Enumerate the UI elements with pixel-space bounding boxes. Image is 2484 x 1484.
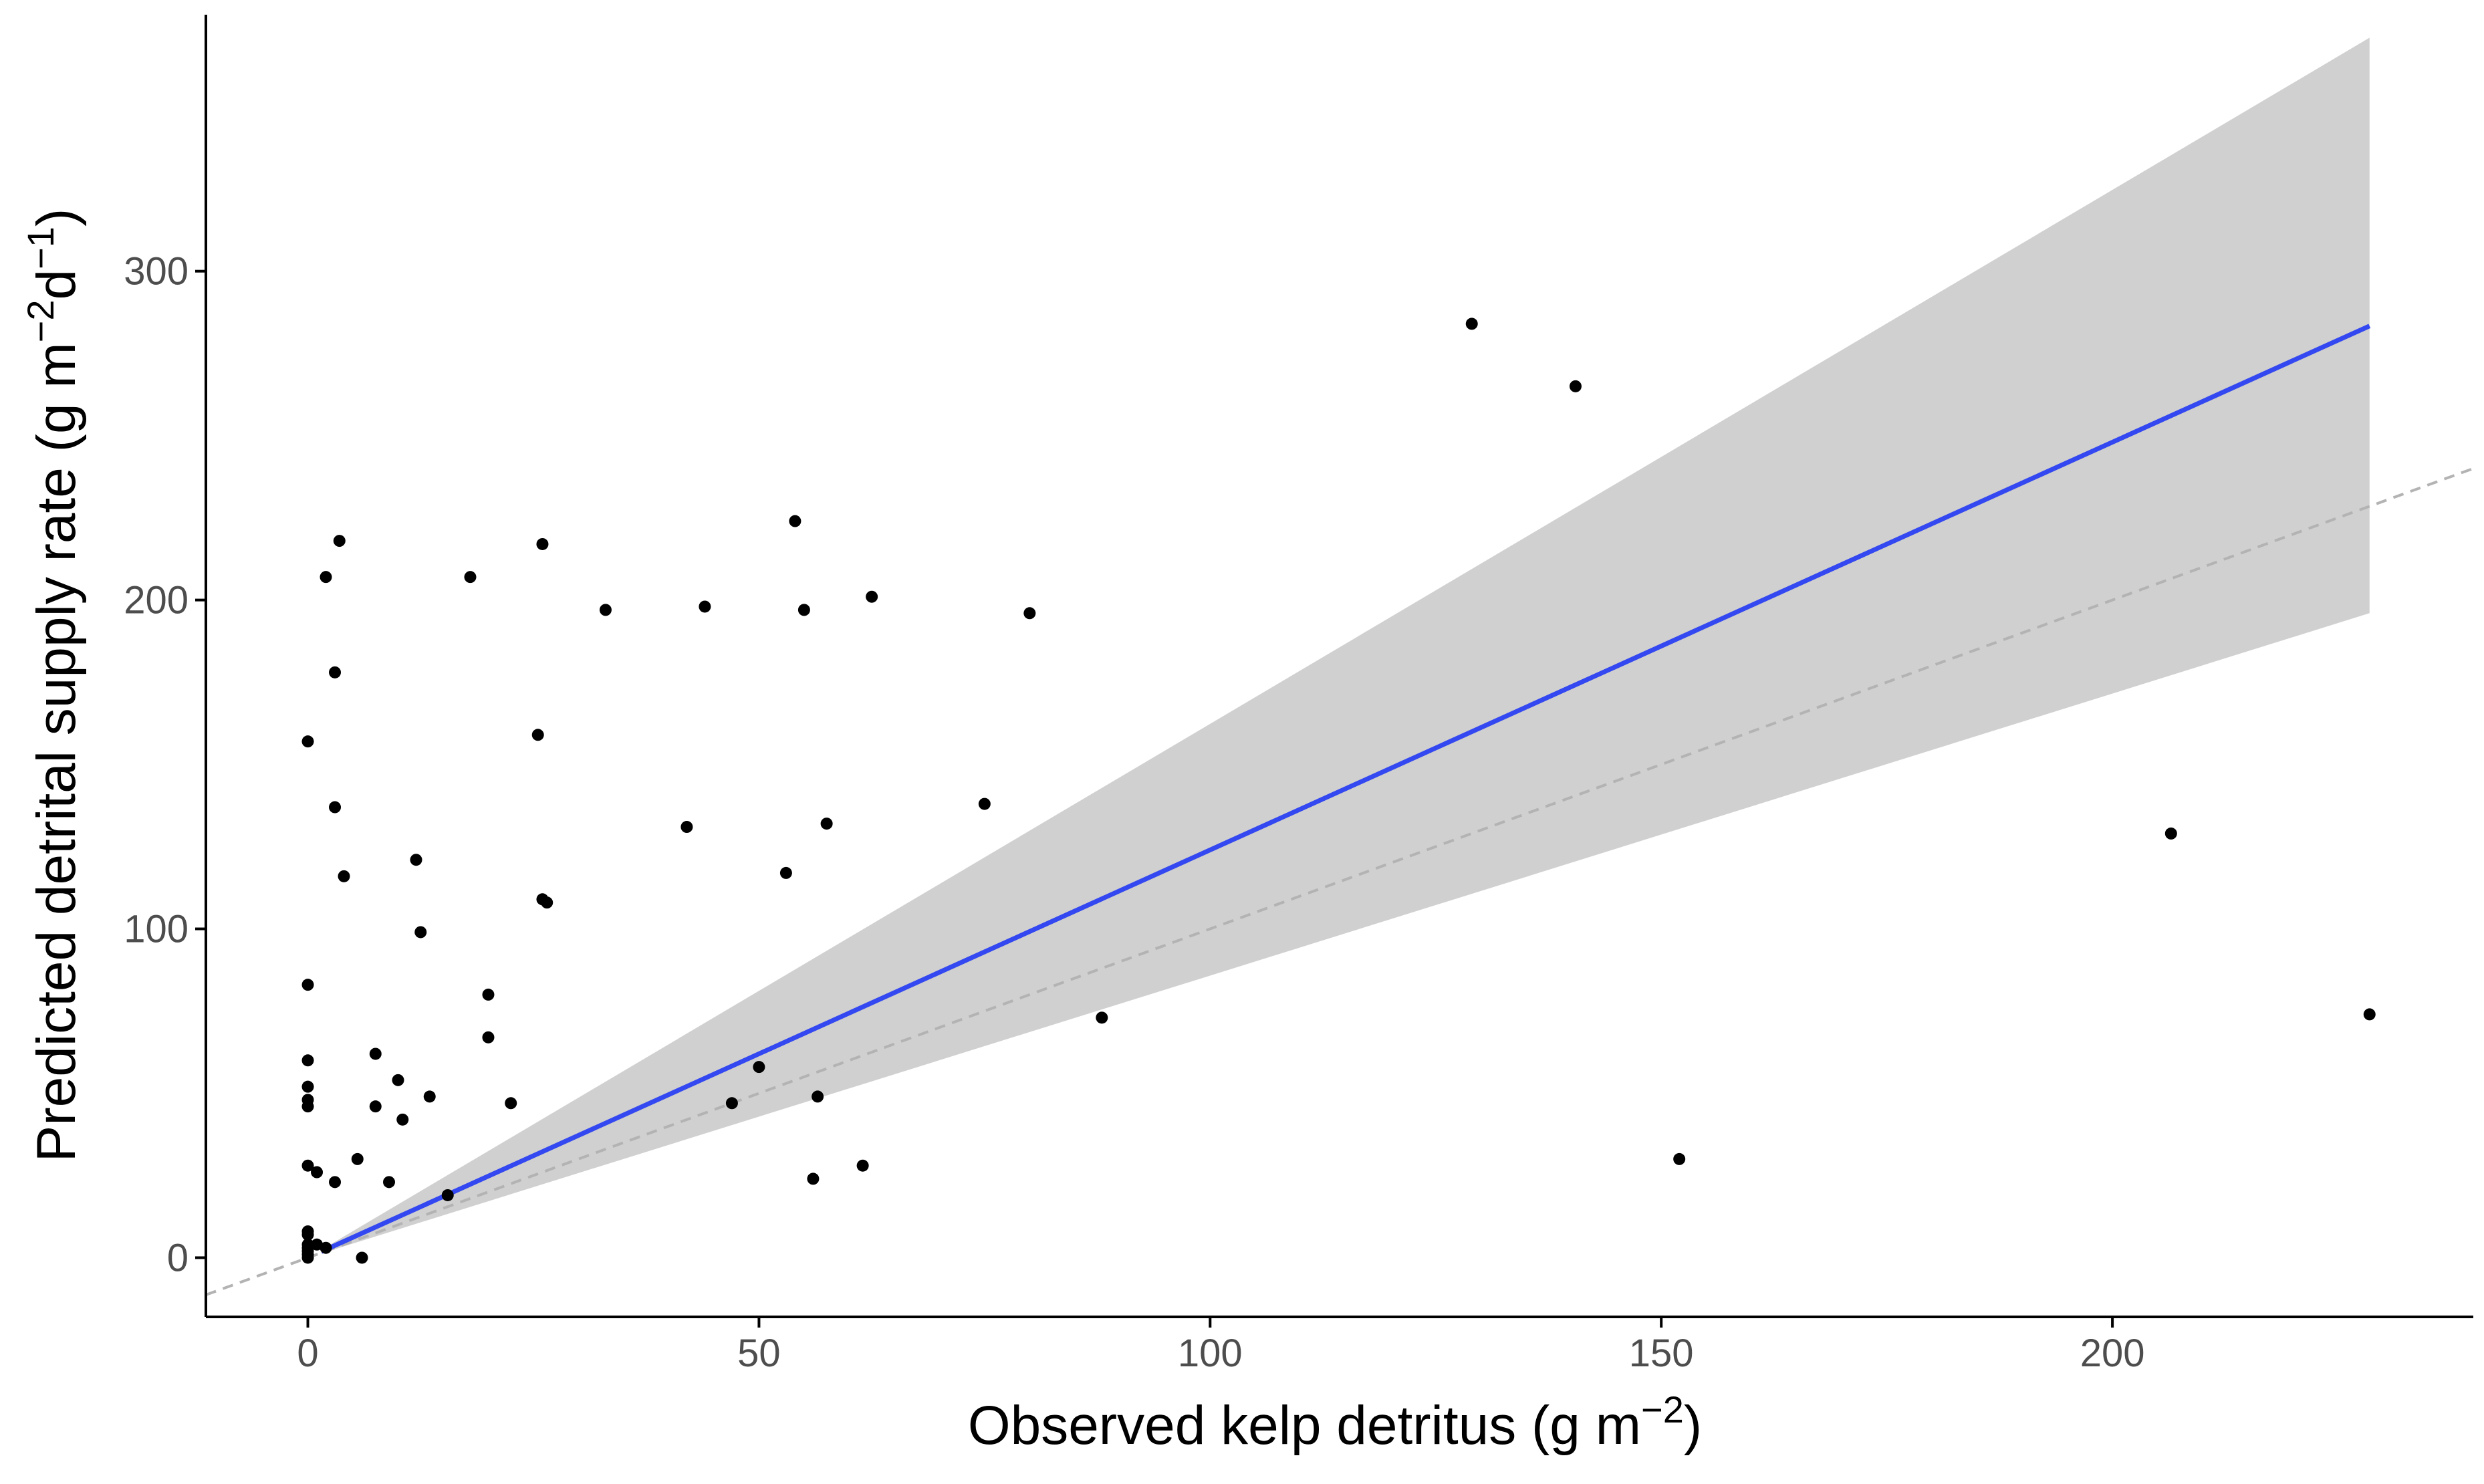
data-point [779,866,792,879]
data-point [1673,1152,1686,1165]
data-point [797,604,810,616]
data-point [414,926,427,939]
data-point [807,1172,820,1185]
data-point [482,988,495,1001]
x-tick-label: 0 [297,1332,318,1375]
data-point [441,1189,454,1201]
data-point [2363,1008,2376,1021]
y-axis-title: Predicted detrital supply rate (g m−2d−1… [19,209,87,1162]
data-point [369,1100,382,1113]
data-point [329,1176,342,1189]
data-point [356,1251,368,1264]
data-point [789,515,801,527]
data-point [753,1061,765,1074]
data-point [301,1094,314,1106]
y-tick-label: 0 [167,1236,189,1279]
data-point [338,870,350,882]
data-point [2164,827,2177,840]
data-point [599,604,612,616]
y-tick-label: 200 [124,579,189,622]
data-point [301,1159,314,1172]
data-point [301,1238,314,1251]
data-point [369,1047,382,1060]
data-point [1569,380,1582,392]
data-point [301,979,314,991]
data-point [301,1225,314,1238]
axes: 0 50 100 150 200 0 100 200 300 [124,15,2473,1375]
reference-line-1to1 [206,467,2473,1296]
data-point [812,1090,824,1103]
data-point [1096,1011,1108,1024]
fit-line [320,324,2371,1254]
data-point [820,818,833,830]
data-point [311,1166,324,1179]
x-tick-label: 100 [1178,1332,1243,1375]
data-point [333,535,346,547]
data-point [383,1176,396,1189]
x-tick-label: 150 [1629,1332,1694,1375]
data-point [541,896,553,909]
data-point [856,1159,869,1172]
data-point [1465,318,1478,330]
y-tick-label: 300 [124,250,189,293]
data-point [329,801,342,814]
plot-area [206,37,2473,1296]
data-point [1023,607,1036,620]
data-point [410,854,422,866]
data-point [482,1031,495,1043]
x-tick-label: 50 [737,1332,781,1375]
data-point [351,1152,364,1165]
x-axis-title: Observed kelp detritus (g m−2) [968,1388,1702,1456]
data-point [329,666,342,678]
data-point [392,1074,404,1086]
panel-content [206,37,2473,1296]
data-point [396,1113,409,1126]
data-point [978,797,991,810]
data-point [301,735,314,748]
data-point [320,571,332,584]
data-point [725,1097,738,1110]
data-point [531,729,544,741]
y-tick-label: 100 [124,908,189,951]
x-tick-label: 200 [2080,1332,2145,1375]
data-point [699,600,711,613]
data-point [301,1080,314,1093]
data-point [680,821,693,834]
data-point [866,590,878,603]
data-point [423,1090,436,1103]
data-point [311,1238,324,1251]
data-point [464,571,477,584]
data-point [320,1241,332,1254]
data-point [505,1097,517,1110]
data-point [301,1054,314,1067]
data-point [536,537,549,550]
confidence-ribbon [321,37,2370,1254]
